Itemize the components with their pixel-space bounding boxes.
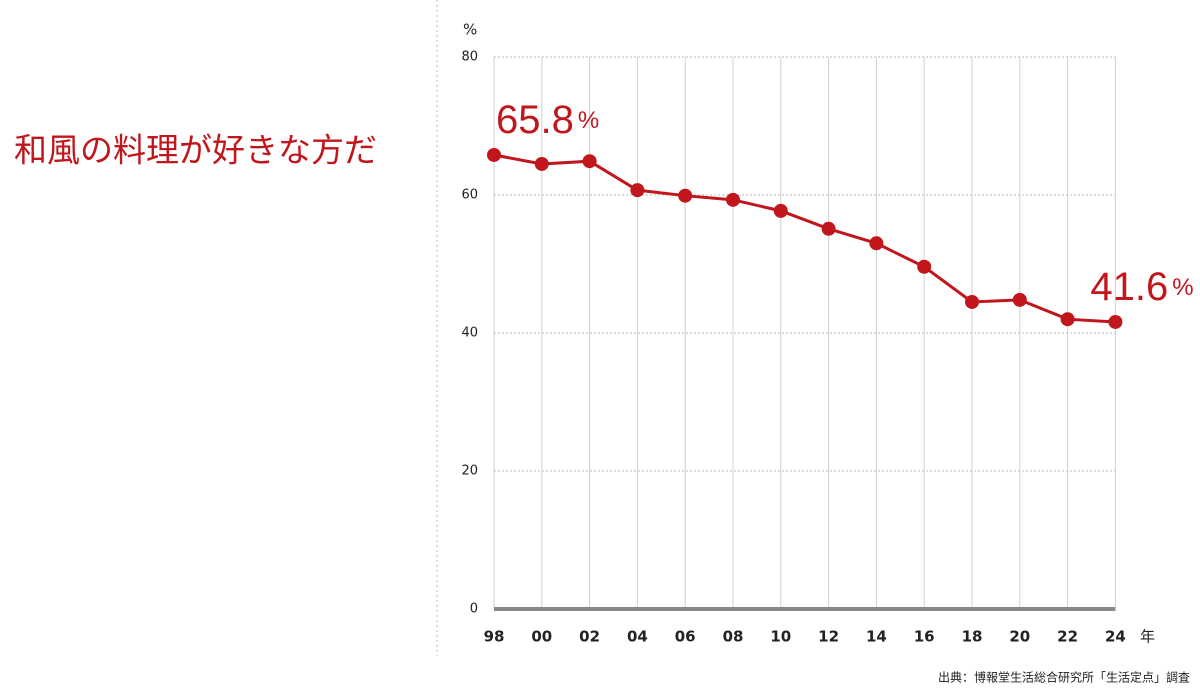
x-tick-label: 20 xyxy=(1009,628,1030,646)
x-tick-label: 22 xyxy=(1057,628,1078,646)
x-tick-label: 98 xyxy=(484,628,505,646)
value-label-number: 65.8 xyxy=(496,98,574,142)
x-tick-label: 04 xyxy=(627,628,648,646)
chart-title: 和風の料理が好きな方だ xyxy=(14,131,377,170)
y-axis-unit: % xyxy=(463,21,477,39)
value-label-unit: % xyxy=(1172,274,1193,301)
y-tick-label: 20 xyxy=(461,464,478,479)
x-tick-label: 02 xyxy=(579,628,600,646)
x-tick-label: 18 xyxy=(962,628,983,646)
y-tick-label: 0 xyxy=(470,602,478,617)
x-axis-unit: 年 xyxy=(1140,628,1155,646)
point xyxy=(773,203,788,218)
point xyxy=(726,192,740,207)
x-tick-label: 00 xyxy=(531,628,552,646)
y-tick-label: 40 xyxy=(461,326,478,341)
x-tick-label: 12 xyxy=(818,628,839,646)
point xyxy=(678,188,693,203)
value-label: 65.8% xyxy=(496,98,599,142)
x-tick-label: 10 xyxy=(770,628,791,646)
series-line xyxy=(493,153,1116,324)
y-tick-label: 80 xyxy=(461,50,478,65)
y-tick-label: 60 xyxy=(461,188,478,203)
x-tick-label: 16 xyxy=(914,628,935,646)
x-tick-label: 14 xyxy=(866,628,887,646)
point xyxy=(821,221,836,236)
point xyxy=(869,236,884,251)
point xyxy=(630,183,645,198)
point xyxy=(534,156,549,171)
point xyxy=(487,147,501,162)
x-tick-label: 24 xyxy=(1105,628,1126,646)
value-label: 41.6% xyxy=(1090,265,1193,309)
value-label-unit: % xyxy=(578,107,599,134)
point xyxy=(917,259,932,274)
point xyxy=(1108,314,1123,329)
x-tick-label: 08 xyxy=(723,628,744,646)
point xyxy=(1060,312,1075,327)
point xyxy=(1012,292,1027,307)
point xyxy=(582,154,597,169)
x-tick-label: 06 xyxy=(675,628,696,646)
value-label-number: 41.6 xyxy=(1090,265,1168,309)
point xyxy=(965,294,979,309)
source: 出典：博報堂生活総合研究所「生活定点」調査 xyxy=(938,670,1190,685)
